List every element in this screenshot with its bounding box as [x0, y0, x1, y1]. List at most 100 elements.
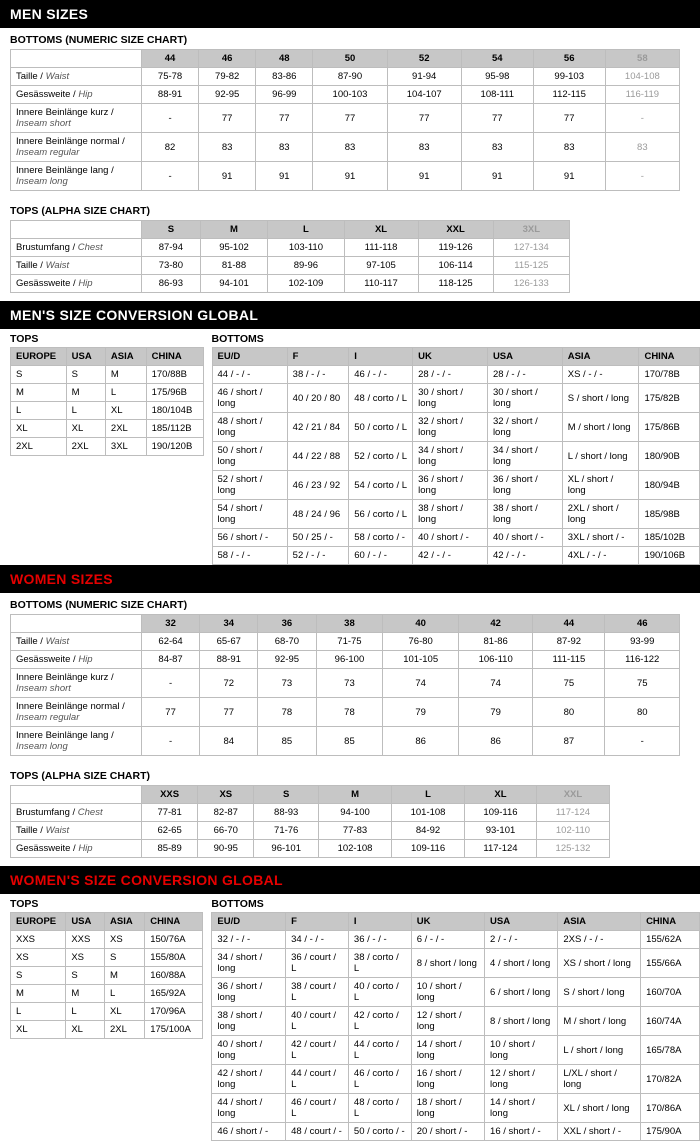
measure-cell: 108-111: [461, 86, 533, 104]
conv-cell: 54 / corto / L: [349, 471, 413, 500]
conv-cell: S: [105, 949, 145, 967]
measure-table: 3234363840424446Taille / Waist62-6465-67…: [10, 614, 680, 756]
size-header: XXL: [536, 786, 609, 804]
measure-cell: 88-91: [200, 651, 258, 669]
col-header: UK: [411, 913, 484, 931]
row-label: Gesässweite / Hip: [11, 86, 142, 104]
measure-table: SMLXLXXL3XLBrustumfang / Chest87-9495-10…: [10, 220, 570, 293]
measure-cell: 77-81: [142, 804, 198, 822]
conv-cell: 32 / - / -: [212, 931, 286, 949]
conv-cell: 46 / short / long: [212, 384, 287, 413]
measure-cell: 80: [533, 698, 605, 727]
measure-cell: 106-110: [458, 651, 532, 669]
measure-cell: 91: [461, 162, 533, 191]
section-header: MEN'S SIZE CONVERSION GLOBAL: [0, 301, 700, 329]
col-header: F: [287, 348, 349, 366]
measure-cell: 87-92: [533, 633, 605, 651]
conv-cell: 32 / short / long: [487, 413, 562, 442]
measure-cell: 83: [461, 133, 533, 162]
conv-cell: 160/88A: [145, 967, 203, 985]
size-header: 40: [383, 615, 459, 633]
measure-cell: 77: [461, 104, 533, 133]
conv-cell: 175/90A: [641, 1123, 700, 1141]
conv-cell: 40 / 20 / 80: [287, 384, 349, 413]
conv-cell: 40 / corto / L: [348, 978, 411, 1007]
conv-cell: 2XL: [11, 438, 67, 456]
panel-title: BOTTOMS: [212, 329, 700, 347]
measure-cell: 96-101: [254, 840, 319, 858]
measure-cell: 87-94: [142, 239, 201, 257]
measure-cell: 84: [200, 727, 258, 756]
measure-cell: 83: [605, 133, 679, 162]
size-header: XXL: [418, 221, 493, 239]
size-header: L: [268, 221, 344, 239]
measure-cell: 102-110: [536, 822, 609, 840]
measure-cell: 87-90: [313, 68, 387, 86]
measure-cell: 91: [256, 162, 313, 191]
measure-cell: 68-70: [258, 633, 316, 651]
conv-cell: 44 / court / L: [286, 1065, 349, 1094]
row-label: Brustumfang / Chest: [11, 239, 142, 257]
size-header: XXS: [142, 786, 198, 804]
conv-cell: 46 / - / -: [349, 366, 413, 384]
measure-cell: 75: [533, 669, 605, 698]
conv-cell: 44 / - / -: [212, 366, 287, 384]
conv-cell: 170/78B: [639, 366, 700, 384]
conv-cell: 155/66A: [641, 949, 700, 978]
conv-cell: 50 / 25 / -: [287, 529, 349, 547]
conv-cell: 30 / short / long: [487, 384, 562, 413]
conv-cell: 58 / - / -: [212, 547, 287, 565]
size-header: XS: [198, 786, 254, 804]
conv-cell: 3XL: [105, 438, 146, 456]
measure-cell: 116-119: [605, 86, 679, 104]
conv-cell: 48 / corto / L: [349, 384, 413, 413]
measure-cell: 125-132: [536, 840, 609, 858]
conv-cell: S: [11, 967, 66, 985]
measure-cell: 111-118: [344, 239, 418, 257]
conv-cell: 42 / - / -: [413, 547, 488, 565]
row-label: Innere Beinlänge normal / Inseam regular: [11, 133, 142, 162]
conv-cell: S / short / long: [558, 978, 641, 1007]
conv-cell: 10 / short / long: [411, 978, 484, 1007]
panel-title: TOPS: [10, 329, 212, 347]
conv-cell: 16 / short / long: [411, 1065, 484, 1094]
conv-cell: 6 / - / -: [411, 931, 484, 949]
conv-cell: 28 / - / -: [413, 366, 488, 384]
row-label: Innere Beinlänge lang / Inseam long: [11, 727, 142, 756]
conv-cell: 180/90B: [639, 442, 700, 471]
col-header: ASIA: [105, 348, 146, 366]
measure-cell: 76-80: [383, 633, 459, 651]
measure-cell: 77: [199, 104, 256, 133]
conv-cell: 170/82A: [641, 1065, 700, 1094]
conv-cell: 52 / corto / L: [349, 442, 413, 471]
measure-cell: 86: [383, 727, 459, 756]
measure-table: XXSXSSMLXLXXLBrustumfang / Chest77-8182-…: [10, 785, 610, 858]
measure-cell: -: [605, 727, 680, 756]
conv-cell: XL: [66, 420, 105, 438]
measure-cell: 126-133: [493, 275, 569, 293]
measure-cell: 66-70: [198, 822, 254, 840]
conversion-table: EU/DFIUKUSAASIACHINA32 / - / -34 / - / -…: [211, 912, 700, 1141]
measure-cell: 82: [142, 133, 199, 162]
conv-cell: 175/86B: [639, 413, 700, 442]
measure-cell: 102-108: [319, 840, 392, 858]
conv-cell: 34 / short / long: [212, 949, 286, 978]
col-header: CHINA: [145, 913, 203, 931]
conv-cell: 160/70A: [641, 978, 700, 1007]
conv-cell: 40 / short / -: [413, 529, 488, 547]
row-label: Brustumfang / Chest: [11, 804, 142, 822]
measure-cell: 92-95: [258, 651, 316, 669]
conv-cell: 2XL: [66, 438, 105, 456]
col-header: ASIA: [558, 913, 641, 931]
measure-cell: 79: [383, 698, 459, 727]
conv-cell: L / short / long: [562, 442, 639, 471]
conv-cell: 44 / corto / L: [348, 1036, 411, 1065]
conv-cell: 3XL / short / -: [562, 529, 639, 547]
measure-cell: 83: [199, 133, 256, 162]
measure-cell: 104-108: [605, 68, 679, 86]
measure-cell: 75: [605, 669, 680, 698]
conv-cell: 20 / short / -: [411, 1123, 484, 1141]
measure-cell: 78: [258, 698, 316, 727]
conv-cell: 18 / short / long: [411, 1094, 484, 1123]
conv-cell: XL: [66, 1021, 105, 1039]
